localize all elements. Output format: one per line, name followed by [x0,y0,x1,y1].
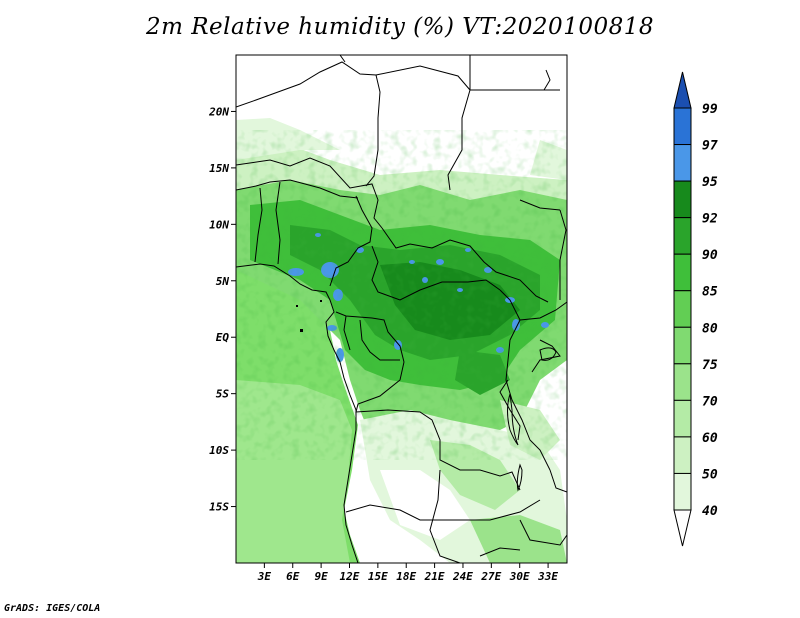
colorbar-level-label: 50 [702,467,718,482]
country-borders [236,55,567,563]
colorbar-level-label: 70 [702,394,718,409]
colorbar-bin [673,326,692,365]
map-frame [235,54,568,564]
colorbar-bin [673,217,692,255]
map-title: 2m Relative humidity (%) VT:2020100818 [145,14,654,40]
lat-tick-label: 5N [216,275,230,288]
lon-tick-label: 33E [537,570,558,583]
colorbar-level-label: 90 [702,248,718,263]
islands [296,300,322,332]
lon-tick-label: 27E [480,570,501,583]
lon-tick-label: 21E [424,570,445,583]
lon-tick-label: 30E [509,570,530,583]
colorbar-level-label: 80 [702,321,718,336]
colorbar-bin [673,436,692,474]
colorbar-bin [673,253,692,292]
lon-tick-label: 3E [257,570,272,583]
longitude-axis: 3E 6E 9E 12E 15E 18E 21E 24E 27E 30E 33E [257,563,558,583]
colorbar-bin [673,472,692,511]
lat-tick-label: 10N [209,218,229,231]
humidity-field [236,55,567,563]
lat-tick-label: 15S [209,501,229,514]
colorbar-bin [673,107,692,146]
colorbar-bin [673,399,692,438]
latitude-axis: 20N 15N 10N 5N EQ 5S 10S 15S [208,105,236,514]
colorbar-level-label: 95 [702,175,718,190]
lat-tick-label: 10S [209,444,229,457]
colorbar-level-label: 60 [702,431,718,446]
lon-tick-label: 15E [368,570,388,583]
colorbar-bin [673,180,692,219]
colorbar-legend: 40 50 60 70 75 80 85 90 92 95 97 99 [673,71,718,547]
lat-tick-label: 20N [208,105,229,118]
lon-tick-label: 18E [396,570,416,583]
colorbar-level-label: 75 [702,358,718,373]
lat-tick-label: EQ [216,331,230,344]
lat-tick-label: 15N [209,162,229,175]
colorbar-top-arrow [673,71,692,109]
colorbar-bin [673,290,692,328]
lat-tick-label: 5S [216,388,230,401]
colorbar-level-label: 92 [702,212,718,227]
colorbar-level-label: 85 [702,285,718,300]
lon-tick-label: 6E [286,570,300,583]
colorbar-bottom-arrow [673,509,692,547]
colorbar-bin [673,144,692,182]
lon-tick-label: 9E [314,570,328,583]
colorbar-level-label: 97 [702,139,718,154]
colorbar-level-label: 99 [702,102,718,117]
footer-credit: GrADS: IGES/COLA [4,603,101,614]
colorbar-bin [673,363,692,401]
colorbar-level-label: 40 [702,504,718,519]
lon-tick-label: 12E [340,570,360,583]
lon-tick-label: 24E [452,570,473,583]
